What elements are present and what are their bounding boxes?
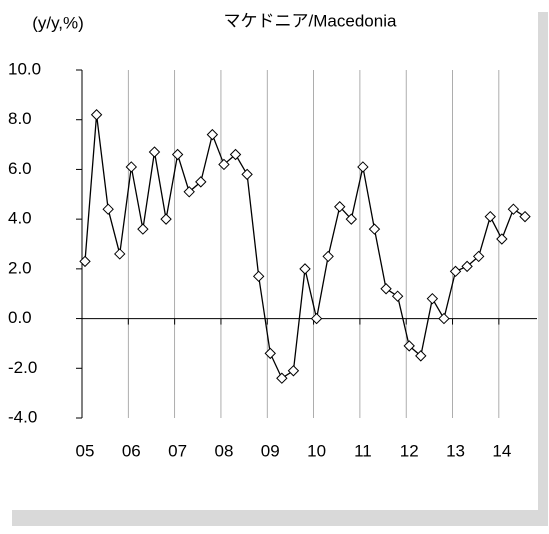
marker bbox=[102, 203, 114, 215]
x-tick-label: 07 bbox=[168, 441, 187, 460]
marker bbox=[229, 148, 242, 161]
x-tick-label: 10 bbox=[307, 441, 326, 460]
x-tick-label: 08 bbox=[214, 441, 233, 460]
marker bbox=[310, 312, 323, 325]
marker bbox=[380, 283, 392, 295]
marker bbox=[472, 250, 485, 263]
marker bbox=[218, 158, 230, 171]
marker bbox=[183, 186, 195, 198]
marker bbox=[137, 223, 149, 235]
marker bbox=[287, 365, 300, 377]
marker bbox=[345, 213, 358, 225]
marker bbox=[449, 265, 462, 278]
marker bbox=[415, 350, 427, 362]
marker bbox=[334, 201, 346, 213]
x-tick-label: 06 bbox=[122, 441, 141, 460]
marker bbox=[438, 312, 450, 325]
x-tick-label: 12 bbox=[400, 441, 419, 460]
y-tick-label: 8.0 bbox=[8, 109, 32, 128]
marker bbox=[171, 148, 184, 161]
marker bbox=[252, 270, 265, 283]
marker bbox=[519, 210, 531, 223]
marker bbox=[160, 213, 172, 225]
marker bbox=[148, 146, 161, 158]
y-tick-label: 0.0 bbox=[8, 308, 32, 327]
y-tick-label: -2.0 bbox=[8, 358, 37, 377]
marker bbox=[507, 203, 520, 215]
y-tick-label: 4.0 bbox=[8, 209, 32, 228]
marker bbox=[391, 290, 404, 302]
y-tick-label: 6.0 bbox=[8, 159, 32, 178]
marker bbox=[426, 292, 439, 305]
marker bbox=[241, 168, 253, 181]
marker bbox=[484, 210, 496, 223]
marker bbox=[357, 161, 369, 173]
marker bbox=[195, 176, 207, 188]
x-tick-label: 14 bbox=[492, 441, 511, 460]
x-tick-label: 05 bbox=[76, 441, 95, 460]
marker bbox=[206, 128, 219, 141]
y-tick-label: 10.0 bbox=[8, 59, 41, 78]
y-tick-label: 2.0 bbox=[8, 258, 32, 277]
marker bbox=[299, 263, 311, 275]
y-tick-label: -4.0 bbox=[8, 407, 37, 426]
x-tick-label: 09 bbox=[261, 441, 280, 460]
marker bbox=[461, 260, 473, 273]
chart-title: マケドニア/Macedonia bbox=[224, 11, 397, 30]
marker bbox=[114, 248, 126, 260]
marker bbox=[403, 340, 415, 352]
marker bbox=[90, 109, 103, 121]
chart-area bbox=[2, 2, 538, 510]
y-axis-label: (y/y,%) bbox=[32, 13, 84, 32]
marker bbox=[264, 347, 276, 360]
marker bbox=[276, 372, 288, 384]
marker bbox=[496, 233, 508, 245]
marker bbox=[79, 255, 91, 268]
marker bbox=[125, 161, 138, 173]
marker bbox=[322, 250, 334, 263]
x-tick-label: 13 bbox=[446, 441, 465, 460]
marker bbox=[368, 223, 381, 235]
x-tick-label: 11 bbox=[354, 441, 372, 460]
